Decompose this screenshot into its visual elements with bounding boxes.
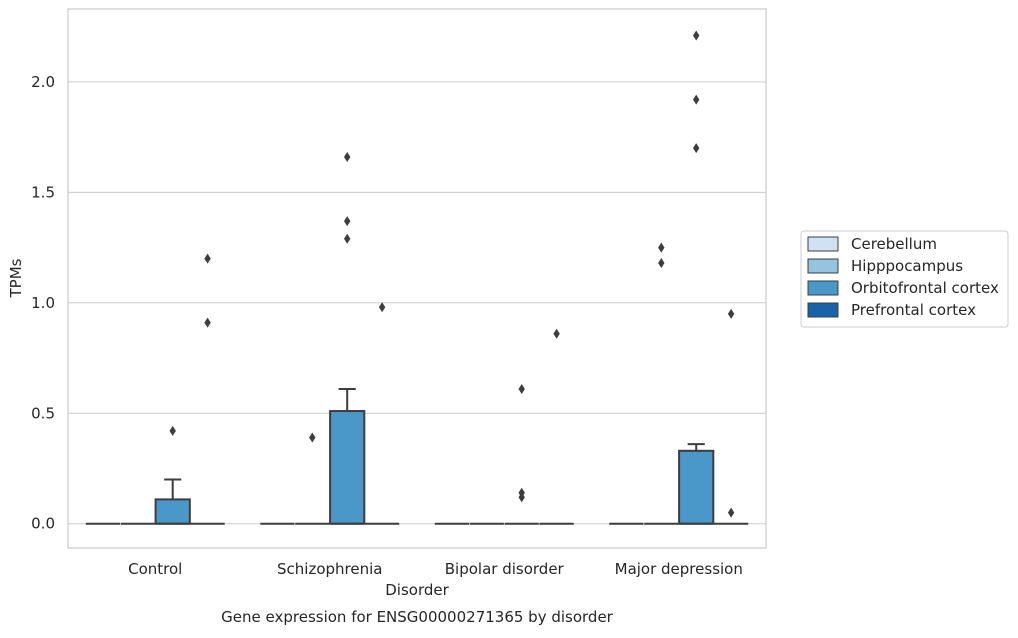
- outlier-points: [169, 30, 735, 518]
- x-axis-label: Disorder: [385, 581, 449, 599]
- outlier-point: [693, 143, 700, 154]
- outlier-point: [344, 152, 351, 163]
- legend-item: Prefrontal cortex: [807, 301, 976, 319]
- box-plot: [329, 387, 366, 525]
- legend-item: Cerebellum: [807, 235, 937, 253]
- gridlines: [68, 81, 766, 525]
- x-tick-label: Schizophrenia: [277, 560, 382, 578]
- outlier-point: [727, 507, 735, 518]
- legend-swatch: [807, 302, 839, 318]
- legend-label: Hipppocampus: [851, 257, 963, 275]
- outlier-point: [344, 233, 351, 244]
- x-tick-label: Major depression: [615, 560, 743, 578]
- legend-items: Cerebellum Hipppocampus Orbitofrontal cort…: [807, 235, 999, 319]
- legend-swatch: [807, 258, 839, 274]
- legend: Cerebellum Hipppocampus Orbitofrontal cort…: [800, 230, 1009, 328]
- x-tick-label: Control: [128, 560, 182, 578]
- legend-item: Hipppocampus: [807, 257, 963, 275]
- box-plots: [85, 387, 749, 525]
- y-tick-label: 1.0: [31, 294, 55, 312]
- y-tick-label: 0.0: [31, 515, 55, 533]
- outlier-point: [658, 242, 665, 253]
- outlier-point: [693, 94, 700, 105]
- outlier-point: [204, 253, 211, 264]
- outlier-point: [727, 308, 735, 319]
- box-body: [329, 410, 366, 525]
- legend-label: Cerebellum: [851, 235, 937, 253]
- outlier-point: [518, 492, 525, 503]
- y-axis-label: TPMs: [7, 258, 25, 298]
- legend-label: Prefrontal cortex: [851, 301, 976, 319]
- box-body: [678, 449, 715, 525]
- outlier-point: [553, 328, 560, 339]
- outlier-point: [378, 302, 386, 313]
- outlier-point: [344, 216, 351, 227]
- y-tick-label: 0.5: [31, 404, 55, 422]
- box-plot: [154, 478, 191, 525]
- y-tick-label: 1.5: [31, 183, 55, 201]
- y-tick-labels: 0.0 0.5 1.0 1.5 2.0: [31, 73, 55, 533]
- plot-frame: [67, 8, 767, 549]
- y-tick-label: 2.0: [31, 73, 55, 91]
- legend-item: Orbitofrontal cortex: [807, 279, 999, 297]
- legend-frame: [800, 230, 1009, 328]
- box-plot: [678, 443, 715, 525]
- legend-swatch: [807, 280, 839, 296]
- outlier-point: [518, 383, 525, 394]
- legend-label: Orbitofrontal cortex: [851, 279, 999, 297]
- legend-swatch: [807, 236, 839, 252]
- x-tick-labels: Control Schizophrenia Bipolar disorder Majo…: [128, 560, 743, 578]
- outlier-point: [204, 317, 211, 328]
- outlier-point: [658, 258, 665, 269]
- outlier-point: [693, 30, 700, 41]
- chart-caption: Gene expression for ENSG00000271365 by d…: [221, 608, 614, 626]
- box-body: [154, 498, 191, 525]
- x-tick-label: Bipolar disorder: [445, 560, 565, 578]
- outlier-point: [169, 425, 176, 436]
- outlier-point: [309, 432, 316, 443]
